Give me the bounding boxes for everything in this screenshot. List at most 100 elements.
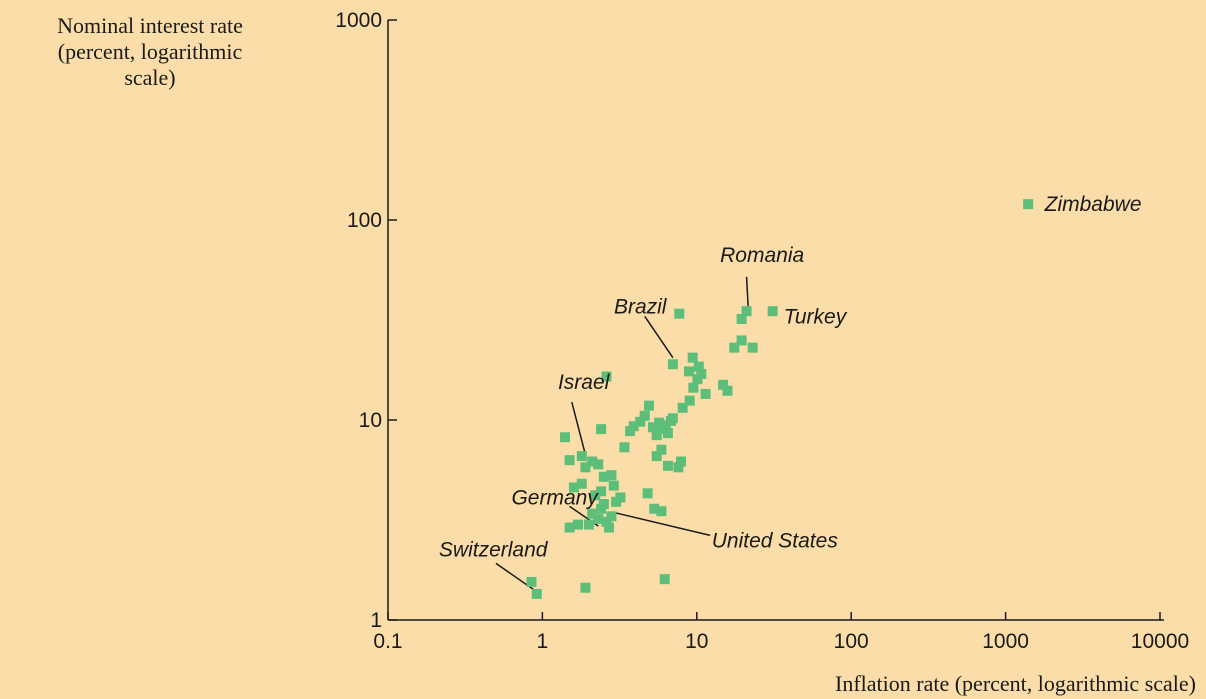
data-point bbox=[718, 379, 729, 390]
data-point bbox=[598, 471, 609, 482]
leader-line bbox=[745, 276, 749, 307]
data-point bbox=[729, 342, 740, 353]
annotation-label: Brazil bbox=[614, 295, 668, 318]
data-point bbox=[590, 490, 601, 501]
x-tick-label: 100 bbox=[834, 630, 869, 653]
data-point bbox=[601, 516, 612, 527]
data-point bbox=[667, 413, 678, 424]
data-point bbox=[587, 456, 598, 467]
data-point bbox=[580, 582, 591, 593]
data-point bbox=[741, 306, 752, 317]
data-point bbox=[593, 459, 604, 470]
data-point bbox=[568, 482, 579, 493]
data-point bbox=[606, 470, 617, 481]
data-point bbox=[596, 424, 607, 435]
data-point bbox=[684, 395, 695, 406]
x-tick-label: 1 bbox=[537, 630, 549, 653]
data-point bbox=[747, 342, 758, 353]
data-point bbox=[651, 451, 662, 462]
data-point bbox=[688, 382, 699, 393]
data-point bbox=[576, 451, 587, 462]
annotations: Zimbabwe Romania Turkey Brazil Israel Germany… bbox=[439, 193, 1142, 561]
data-point bbox=[531, 588, 542, 599]
data-point bbox=[642, 488, 653, 499]
x-axis-ticks: 0.1 1 10 100 1000 10000 bbox=[373, 612, 1189, 653]
annotation-label: Turkey bbox=[784, 305, 848, 328]
data-point bbox=[580, 462, 591, 473]
data-point bbox=[673, 462, 684, 473]
data-point bbox=[677, 402, 688, 413]
annotation-label: Switzerland bbox=[439, 539, 549, 562]
y-tick-label: 1000 bbox=[335, 9, 382, 32]
y-tick-label: 1 bbox=[370, 609, 382, 632]
data-point bbox=[596, 486, 607, 497]
data-point bbox=[660, 420, 671, 431]
annotation-label: Zimbabwe bbox=[1044, 193, 1142, 216]
data-point bbox=[667, 359, 678, 370]
data-point bbox=[639, 410, 650, 421]
y-axis-ticks: 1 10 100 1000 bbox=[335, 9, 397, 632]
y-axis-title-line: scale) bbox=[124, 65, 175, 90]
data-point bbox=[654, 417, 665, 428]
data-point bbox=[659, 574, 670, 585]
data-point bbox=[651, 430, 662, 441]
data-point bbox=[656, 506, 667, 517]
annotation-label: United States bbox=[712, 529, 839, 552]
x-tick-label: 10 bbox=[685, 630, 708, 653]
data-point bbox=[696, 368, 707, 379]
y-axis-title-line: (percent, logarithmic bbox=[58, 39, 243, 64]
y-axis-title: Nominal interest rate(percent, logarithm… bbox=[57, 13, 243, 90]
data-point bbox=[675, 456, 686, 467]
data-point bbox=[649, 503, 660, 514]
data-point bbox=[643, 400, 654, 411]
data-point bbox=[593, 513, 604, 524]
data-point bbox=[572, 519, 583, 530]
data-point bbox=[559, 432, 570, 443]
x-tick-label: 0.1 bbox=[373, 630, 402, 653]
data-point bbox=[662, 428, 673, 439]
data-point bbox=[674, 308, 685, 319]
data-point bbox=[700, 388, 711, 399]
data-point bbox=[693, 361, 704, 372]
annotation-label: Israel bbox=[558, 371, 611, 394]
data-point bbox=[1023, 199, 1034, 210]
data-point bbox=[587, 508, 598, 519]
data-point bbox=[606, 511, 617, 522]
annotation-label: Romania bbox=[720, 244, 804, 267]
y-tick-label: 100 bbox=[347, 209, 382, 232]
y-tick-label: 10 bbox=[359, 409, 382, 432]
leader-line bbox=[571, 401, 587, 455]
data-point bbox=[722, 385, 733, 396]
data-point bbox=[736, 313, 747, 324]
x-tick-label: 1000 bbox=[982, 630, 1029, 653]
x-tick-label: 10000 bbox=[1131, 630, 1189, 653]
data-point bbox=[767, 306, 778, 317]
data-point bbox=[662, 460, 673, 471]
data-point bbox=[647, 422, 658, 433]
data-point bbox=[604, 522, 615, 533]
leader-line bbox=[644, 315, 674, 359]
data-point bbox=[619, 442, 630, 453]
data-point bbox=[656, 444, 667, 455]
data-points bbox=[526, 199, 1034, 599]
data-point bbox=[576, 478, 587, 489]
data-point bbox=[635, 416, 646, 427]
data-point bbox=[615, 492, 626, 503]
data-point bbox=[583, 519, 594, 530]
data-point bbox=[598, 499, 609, 510]
x-axis-title: Inflation rate (percent, logarithmic sca… bbox=[835, 671, 1196, 696]
data-point bbox=[683, 366, 694, 377]
data-point bbox=[736, 335, 747, 346]
data-point bbox=[526, 576, 537, 587]
data-point bbox=[608, 480, 619, 491]
data-point bbox=[564, 455, 575, 466]
leader-line bbox=[613, 511, 711, 537]
annotation-label: Germany bbox=[511, 486, 599, 509]
data-point bbox=[687, 352, 698, 363]
data-point bbox=[692, 374, 703, 385]
y-axis-title-line: Nominal interest rate bbox=[57, 13, 243, 38]
data-point bbox=[601, 371, 612, 382]
data-point bbox=[628, 421, 639, 432]
data-point bbox=[564, 522, 575, 533]
